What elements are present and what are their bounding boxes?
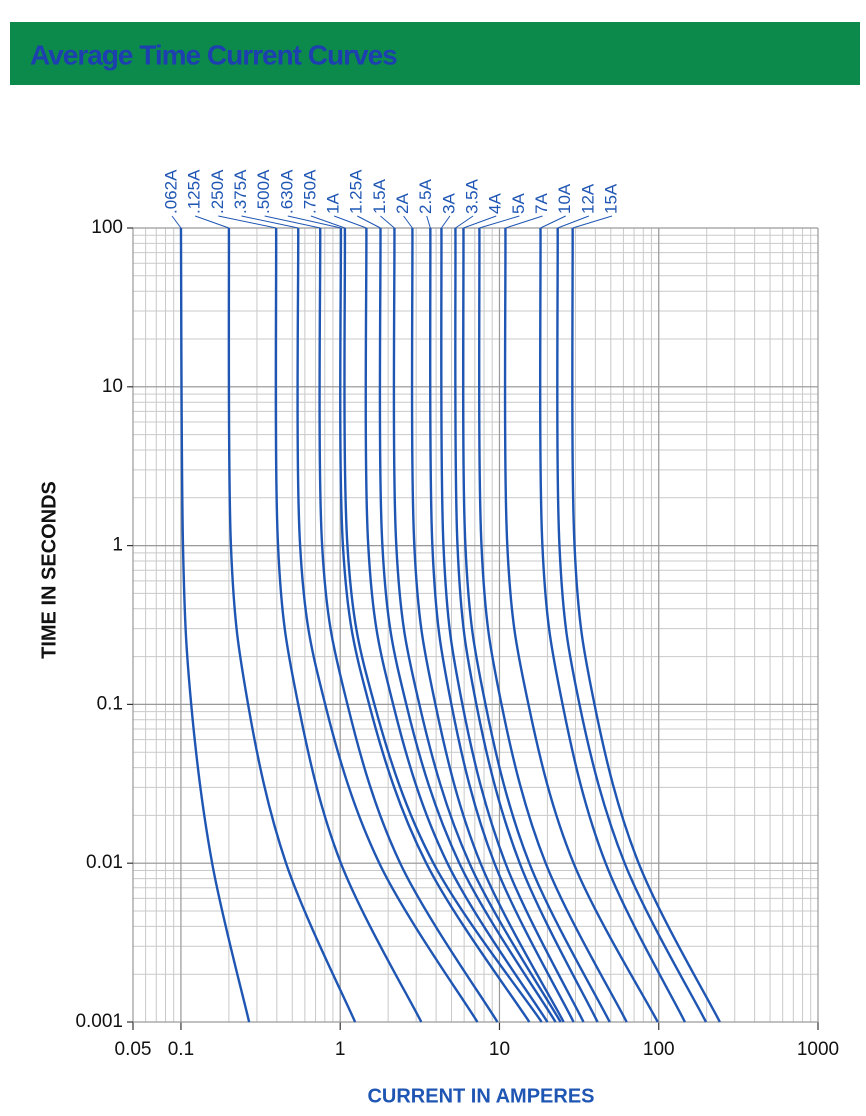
series-label: .500A: [254, 169, 273, 214]
header-bar: [10, 22, 860, 85]
series-label: 10A: [555, 183, 574, 214]
grid: 0.05 0.1 1 10 100 1000 0.001 0.01 0.1 1 10 100: [75, 217, 839, 1060]
x-axis-title: CURRENT IN AMPERES: [367, 1085, 594, 1107]
curve: [227, 227, 357, 1023]
x-tick-label: 0.1: [168, 1039, 194, 1060]
label-leader: [540, 215, 566, 229]
series-label: 3.5A: [463, 178, 482, 214]
x-tick-label: 10: [489, 1039, 510, 1060]
label-leader: [572, 215, 613, 229]
label-leader: [455, 215, 474, 229]
curve: [343, 227, 543, 1023]
label-leader: [171, 215, 182, 229]
curves: .062A .125A .250A .375A .500A .630A .750A 1A 1.2…: [161, 169, 721, 1023]
y-tick-label: 10: [102, 376, 123, 397]
series-label: 7A: [532, 193, 551, 214]
curve: [538, 227, 686, 1023]
curve: [454, 227, 599, 1023]
curve: [378, 227, 557, 1023]
series-label: 3A: [439, 193, 458, 214]
curve: [410, 227, 565, 1023]
label-leader: [357, 215, 381, 229]
label-leader: [194, 215, 230, 229]
series-label: .630A: [277, 169, 296, 214]
label-leader: [241, 215, 299, 229]
curve: [571, 227, 721, 1023]
label-leader: [441, 215, 451, 229]
label-leader: [287, 215, 342, 229]
curve: [179, 227, 251, 1023]
series-label: .125A: [185, 169, 204, 214]
series-label: 2A: [393, 193, 412, 214]
label-leader: [479, 215, 520, 229]
curve: [274, 227, 423, 1023]
curve: [364, 227, 549, 1023]
series-label: 15A: [601, 183, 620, 214]
series-label: .062A: [161, 169, 180, 214]
curve: [318, 227, 499, 1023]
curve: [339, 227, 531, 1023]
label-leader: [310, 215, 346, 229]
label-leader: [218, 215, 277, 229]
label-leader: [463, 215, 497, 229]
y-tick-label: 0.1: [97, 693, 123, 714]
label-leader: [426, 215, 431, 229]
series-label: 1A: [324, 193, 343, 214]
y-axis-title: TIME IN SECONDS: [38, 481, 60, 659]
series-label: 1.25A: [347, 169, 366, 214]
label-leader: [505, 215, 543, 229]
series-label: .750A: [300, 169, 319, 214]
y-tick-label: 0.001: [75, 1011, 123, 1032]
y-tick-label: 100: [91, 217, 123, 238]
series-label: 1.5A: [370, 178, 389, 214]
label-leader: [380, 215, 395, 229]
curve: [461, 227, 611, 1023]
label-leader: [264, 215, 321, 229]
curve: [556, 227, 708, 1023]
series-label: 2.5A: [416, 178, 435, 214]
label-leader: [333, 215, 367, 229]
curve: [428, 227, 575, 1023]
curve: [503, 227, 659, 1023]
curve: [296, 227, 479, 1023]
series-label: 4A: [486, 193, 505, 214]
series-label: .250A: [208, 169, 227, 214]
curve: [392, 227, 562, 1023]
x-tick-label: 100: [643, 1039, 675, 1060]
series-label: 12A: [578, 183, 597, 214]
series-label: .375A: [231, 169, 250, 214]
curve: [440, 227, 585, 1023]
x-tick-label: 1000: [797, 1039, 839, 1060]
y-tick-label: 0.01: [86, 852, 123, 873]
chart-title: Average Time Current Curves: [30, 39, 397, 70]
series-label: 5A: [509, 193, 528, 214]
label-leader: [403, 215, 413, 229]
curve: [477, 227, 628, 1023]
x-tick-label: 0.05: [115, 1039, 152, 1060]
y-tick-label: 1: [112, 535, 123, 556]
label-leader: [557, 215, 590, 229]
x-tick-label: 1: [335, 1039, 346, 1060]
